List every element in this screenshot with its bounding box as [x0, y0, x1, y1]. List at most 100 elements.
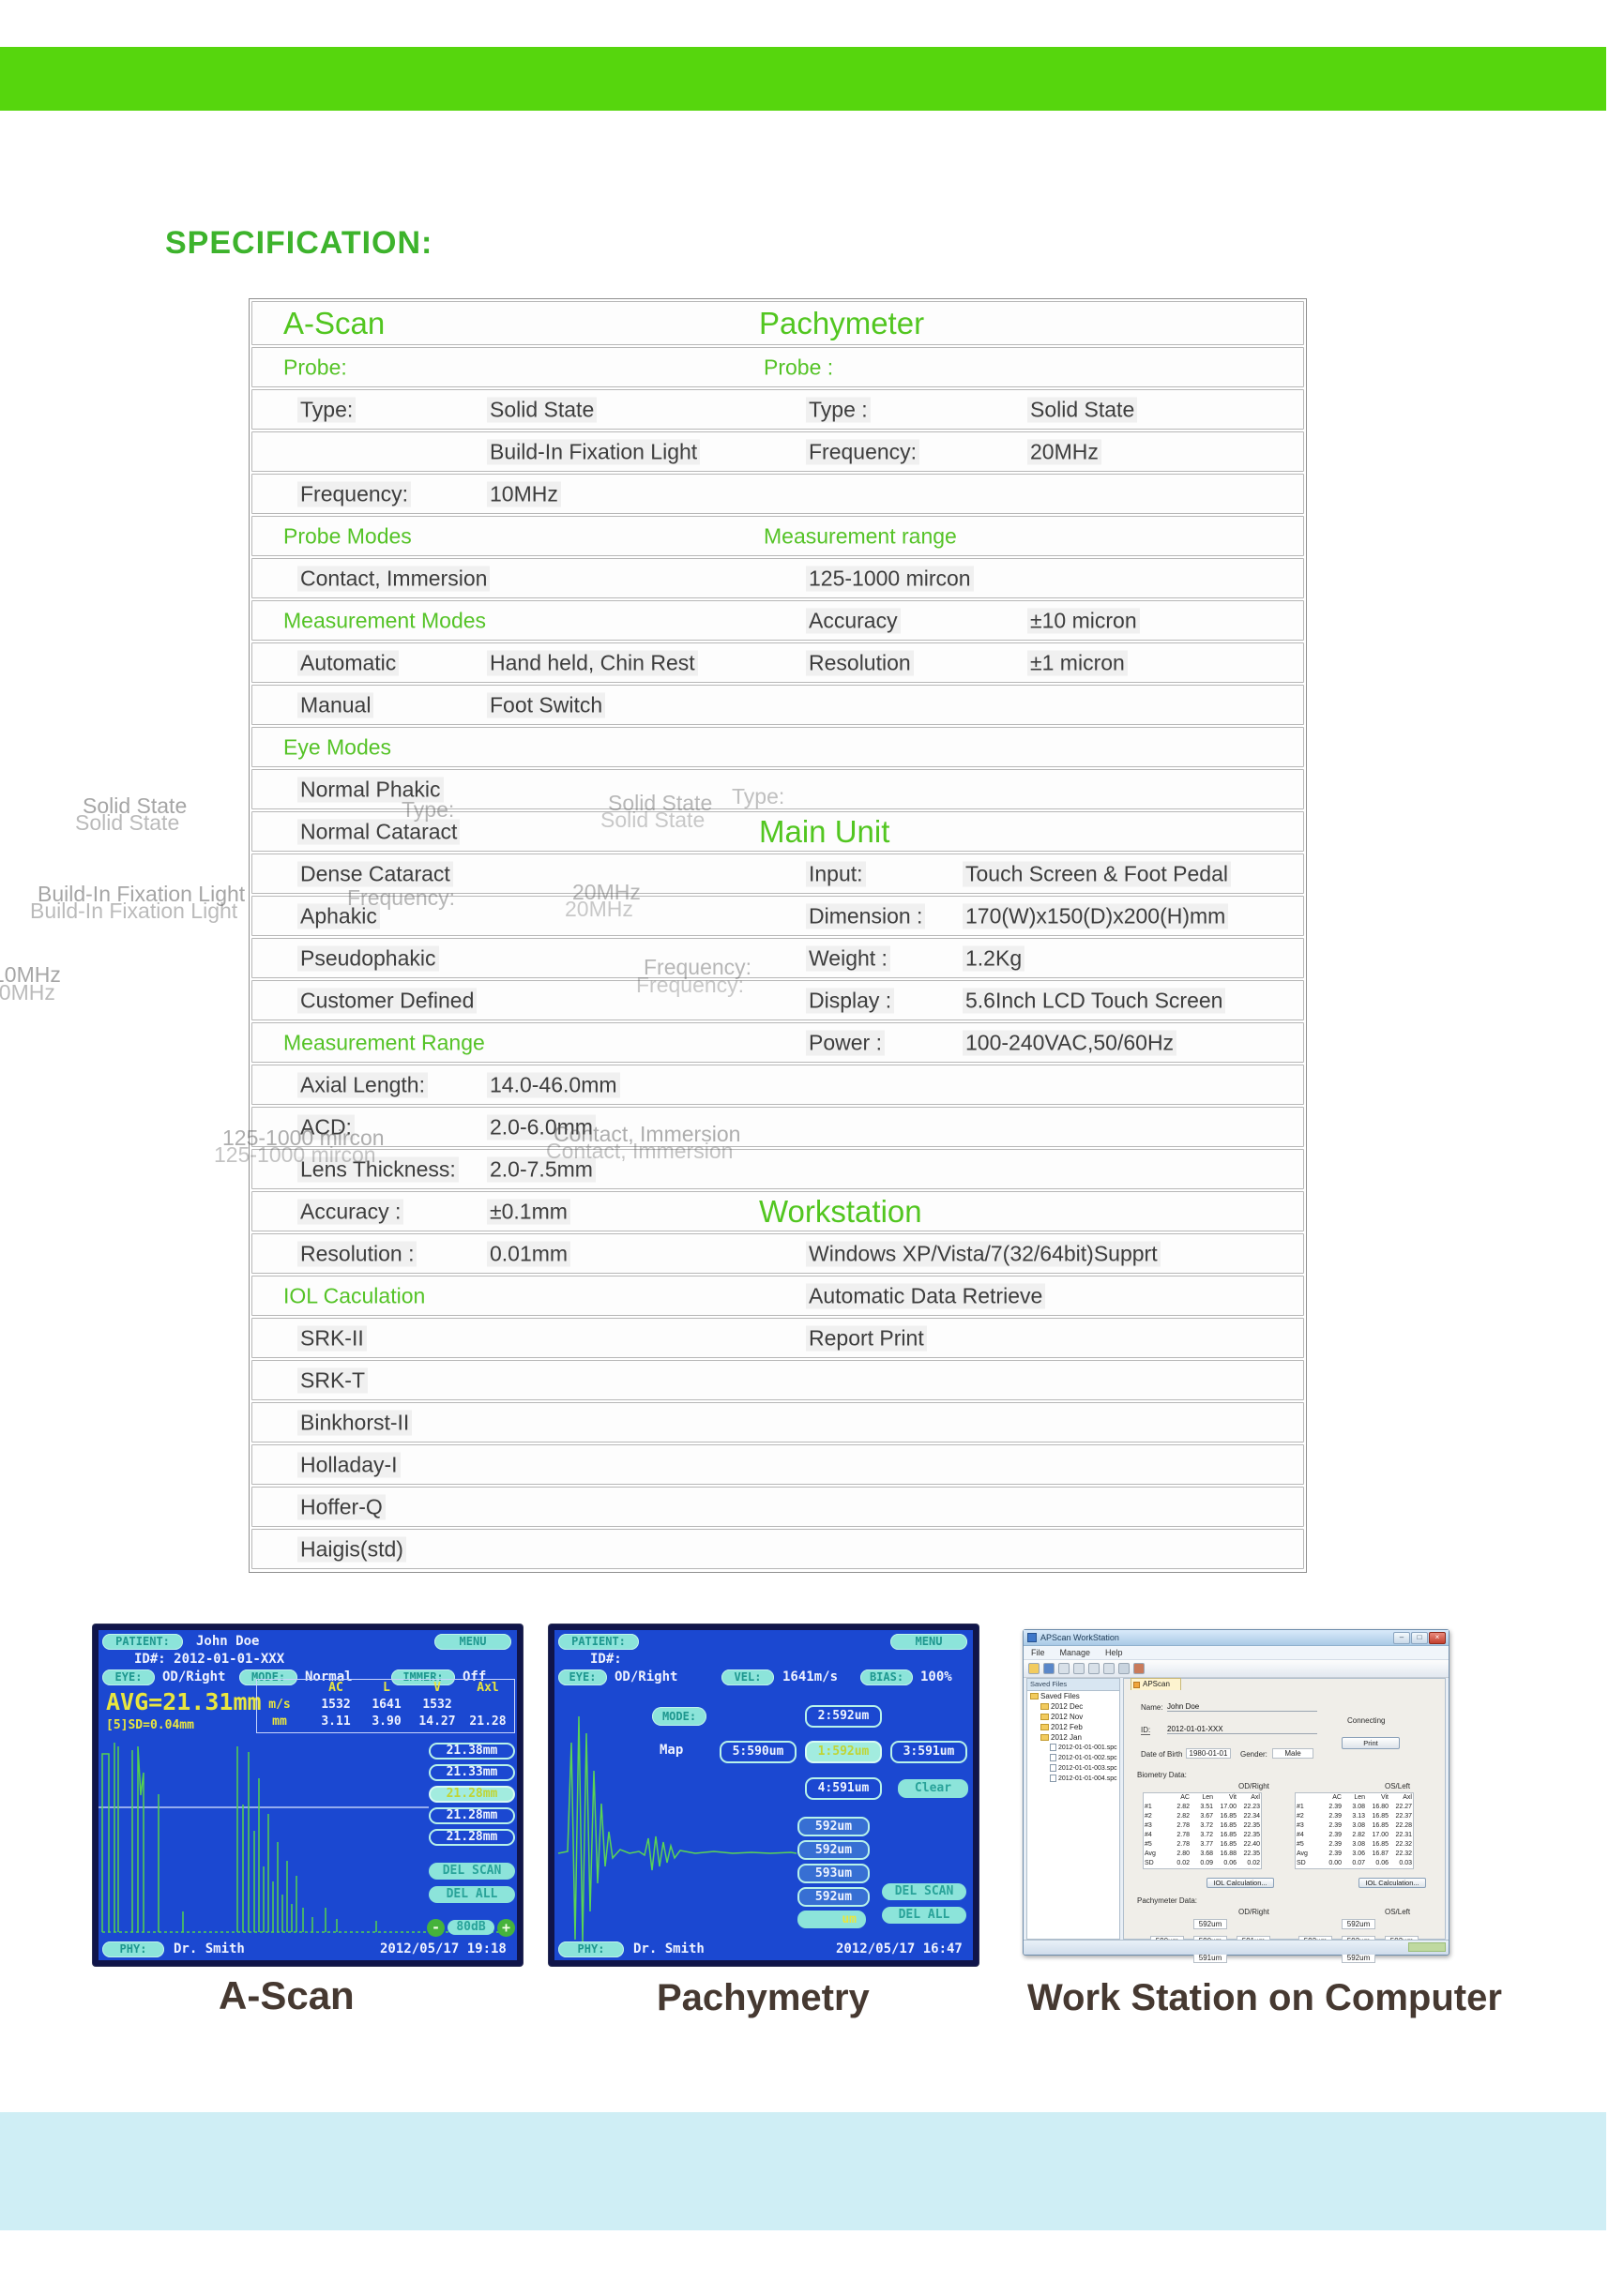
scan-value-button[interactable]: 21.33mm: [429, 1764, 515, 1781]
minimize-icon[interactable]: –: [1393, 1632, 1410, 1644]
spec-cell: Dimension :: [806, 903, 926, 929]
patient-label-pill: PATIENT:: [558, 1634, 639, 1650]
measurement-table: AC L V Axl m/s 1532 1641 1532 mm 3.11 3.90 14.27 21.…: [256, 1679, 515, 1733]
bio-cell: 3.08: [1352, 1822, 1365, 1829]
datetime: 2012/05/17 16:47: [836, 1941, 963, 1956]
pachy-point-button[interactable]: 1:592um: [805, 1741, 882, 1763]
status-bar: [1024, 1940, 1449, 1955]
toolbar-icon[interactable]: [1088, 1663, 1100, 1674]
menu-item-help[interactable]: Help: [1105, 1648, 1123, 1657]
open-folder-icon[interactable]: [1028, 1663, 1040, 1674]
spec-cell: Eye Modes: [283, 734, 392, 759]
table-row: Resolution : 0.01mm Windows XP/Vista/7(32/…: [251, 1233, 1304, 1274]
vel-label-pill[interactable]: VEL:: [721, 1669, 774, 1685]
del-all-button[interactable]: DEL ALL: [429, 1886, 515, 1903]
table-row: Binkhorst-II: [251, 1402, 1304, 1443]
tree-folder[interactable]: 2012 Jan: [1027, 1732, 1119, 1743]
bias-label-pill[interactable]: BIAS:: [860, 1669, 913, 1685]
tree-file[interactable]: 2012-01-01-003.spc: [1027, 1763, 1119, 1774]
iol-calc-od-button[interactable]: IOL Calculation...: [1207, 1878, 1274, 1888]
bio-cell: 2.82: [1352, 1832, 1365, 1838]
table-row: Probe Modes Measurement range: [251, 516, 1304, 556]
patient-id: ID#:: [590, 1652, 622, 1667]
tree-folder[interactable]: 2012 Feb: [1027, 1722, 1119, 1732]
scan-value-button[interactable]: 21.28mm: [429, 1786, 515, 1803]
spec-cell: Probe:: [283, 355, 347, 379]
caption-ascan: A-Scan: [219, 1973, 355, 2017]
scan-value-button[interactable]: 21.28mm: [429, 1807, 515, 1824]
gain-plus-button[interactable]: +: [497, 1919, 515, 1937]
del-scan-button[interactable]: DEL SCAN: [882, 1883, 966, 1900]
bio-cell: 0.02: [1176, 1860, 1190, 1866]
bio-cell: #3: [1297, 1822, 1304, 1829]
meas-row-label: m/s: [268, 1698, 291, 1712]
toolbar-icon[interactable]: [1133, 1663, 1145, 1674]
bio-cell: 0.06: [1375, 1860, 1389, 1866]
name-field[interactable]: John Doe: [1167, 1702, 1317, 1712]
maximize-icon[interactable]: □: [1411, 1632, 1428, 1644]
scan-value-button[interactable]: 21.28mm: [429, 1829, 515, 1846]
pachy-point-button[interactable]: 5:590um: [720, 1741, 797, 1763]
mode-label-pill[interactable]: MODE:: [239, 1669, 297, 1685]
eye-label-pill[interactable]: EYE:: [558, 1669, 607, 1685]
tree-file[interactable]: 2012-01-01-001.spc: [1027, 1743, 1119, 1753]
pachy-point-2-button[interactable]: 2:592um: [805, 1705, 882, 1728]
toolbar-icon[interactable]: [1118, 1663, 1130, 1674]
spec-cell: Solid State: [487, 397, 598, 422]
close-icon[interactable]: ×: [1429, 1632, 1446, 1644]
pachy-list-value[interactable]: 592um: [797, 1817, 870, 1836]
tree-folder[interactable]: 2012 Dec: [1027, 1701, 1119, 1712]
spec-cell: 170(W)x150(D)x200(H)mm: [963, 903, 1229, 929]
mode-label-pill[interactable]: MODE:: [652, 1707, 706, 1726]
phy-label-pill[interactable]: PHY:: [102, 1941, 164, 1957]
print-button[interactable]: Print: [1342, 1737, 1400, 1749]
tree-file[interactable]: 2012-01-01-002.spc: [1027, 1753, 1119, 1763]
iol-calc-os-button[interactable]: IOL Calculation...: [1358, 1878, 1426, 1888]
spec-cell: Contact, Immersion: [297, 566, 491, 591]
spec-cell: Windows XP/Vista/7(32/64bit)Supprt: [806, 1241, 1161, 1266]
spec-cell: 0.01mm: [487, 1241, 571, 1266]
toolbar-icon[interactable]: [1058, 1663, 1070, 1674]
toolbar-icon[interactable]: [1103, 1663, 1115, 1674]
gender-field[interactable]: Male: [1272, 1748, 1313, 1759]
pachy-point-4-button[interactable]: 4:591um: [805, 1777, 882, 1800]
phy-label-pill[interactable]: PHY:: [558, 1941, 624, 1957]
scan-value-button[interactable]: 21.38mm: [429, 1743, 515, 1760]
toolbar-icon[interactable]: [1073, 1663, 1085, 1674]
save-icon[interactable]: [1043, 1663, 1055, 1674]
pachy-list-current[interactable]: um: [797, 1911, 866, 1928]
tab-apscan[interactable]: APScan: [1131, 1678, 1181, 1690]
od-label: OD/Right: [1238, 1782, 1269, 1790]
eye-label-pill[interactable]: EYE:: [102, 1669, 155, 1685]
pachy-list-value[interactable]: 592um: [797, 1840, 870, 1860]
clear-button[interactable]: Clear: [898, 1779, 968, 1798]
bio-header: Len: [1354, 1794, 1365, 1801]
menu-button[interactable]: MENU: [890, 1634, 967, 1650]
bio-cell: 0.09: [1200, 1860, 1213, 1866]
bio-cell: 17.00: [1220, 1804, 1237, 1810]
spec-cell: Probe Modes: [283, 523, 412, 548]
pachy-list-value[interactable]: 592um: [797, 1887, 870, 1907]
window-titlebar[interactable]: APScan WorkStation – □ ×: [1024, 1630, 1449, 1646]
del-scan-button[interactable]: DEL SCAN: [429, 1863, 515, 1880]
dob-field[interactable]: 1980-01-01: [1186, 1748, 1231, 1759]
pachymetry-screen: PATIENT: MENU ID#: EYE: OD/Right VEL: 16…: [549, 1624, 979, 1966]
pachy-point-button[interactable]: 3:591um: [890, 1741, 967, 1763]
menu-button[interactable]: MENU: [434, 1634, 511, 1650]
id-field[interactable]: 2012-01-01-XXX: [1167, 1725, 1317, 1734]
spec-cell: Probe :: [764, 355, 834, 379]
resize-grip: [1408, 1942, 1446, 1952]
tree-folder[interactable]: 2012 Nov: [1027, 1712, 1119, 1722]
gain-minus-button[interactable]: -: [427, 1919, 445, 1937]
datetime: 2012/05/17 19:18: [380, 1941, 507, 1956]
spec-cell: Power :: [806, 1030, 885, 1055]
immer-label-pill[interactable]: IMMER:: [391, 1669, 455, 1685]
del-all-button[interactable]: DEL ALL: [882, 1907, 966, 1924]
tree-file[interactable]: 2012-01-01-004.spc: [1027, 1774, 1119, 1784]
bio-cell: #5: [1297, 1841, 1304, 1848]
pachy-list-value[interactable]: 593um: [797, 1864, 870, 1883]
tree-root[interactable]: Saved Files: [1027, 1691, 1119, 1701]
caption-pachymetry: Pachymetry: [657, 1977, 870, 2018]
menu-item-manage[interactable]: Manage: [1059, 1648, 1091, 1657]
menu-item-file[interactable]: File: [1031, 1648, 1045, 1657]
